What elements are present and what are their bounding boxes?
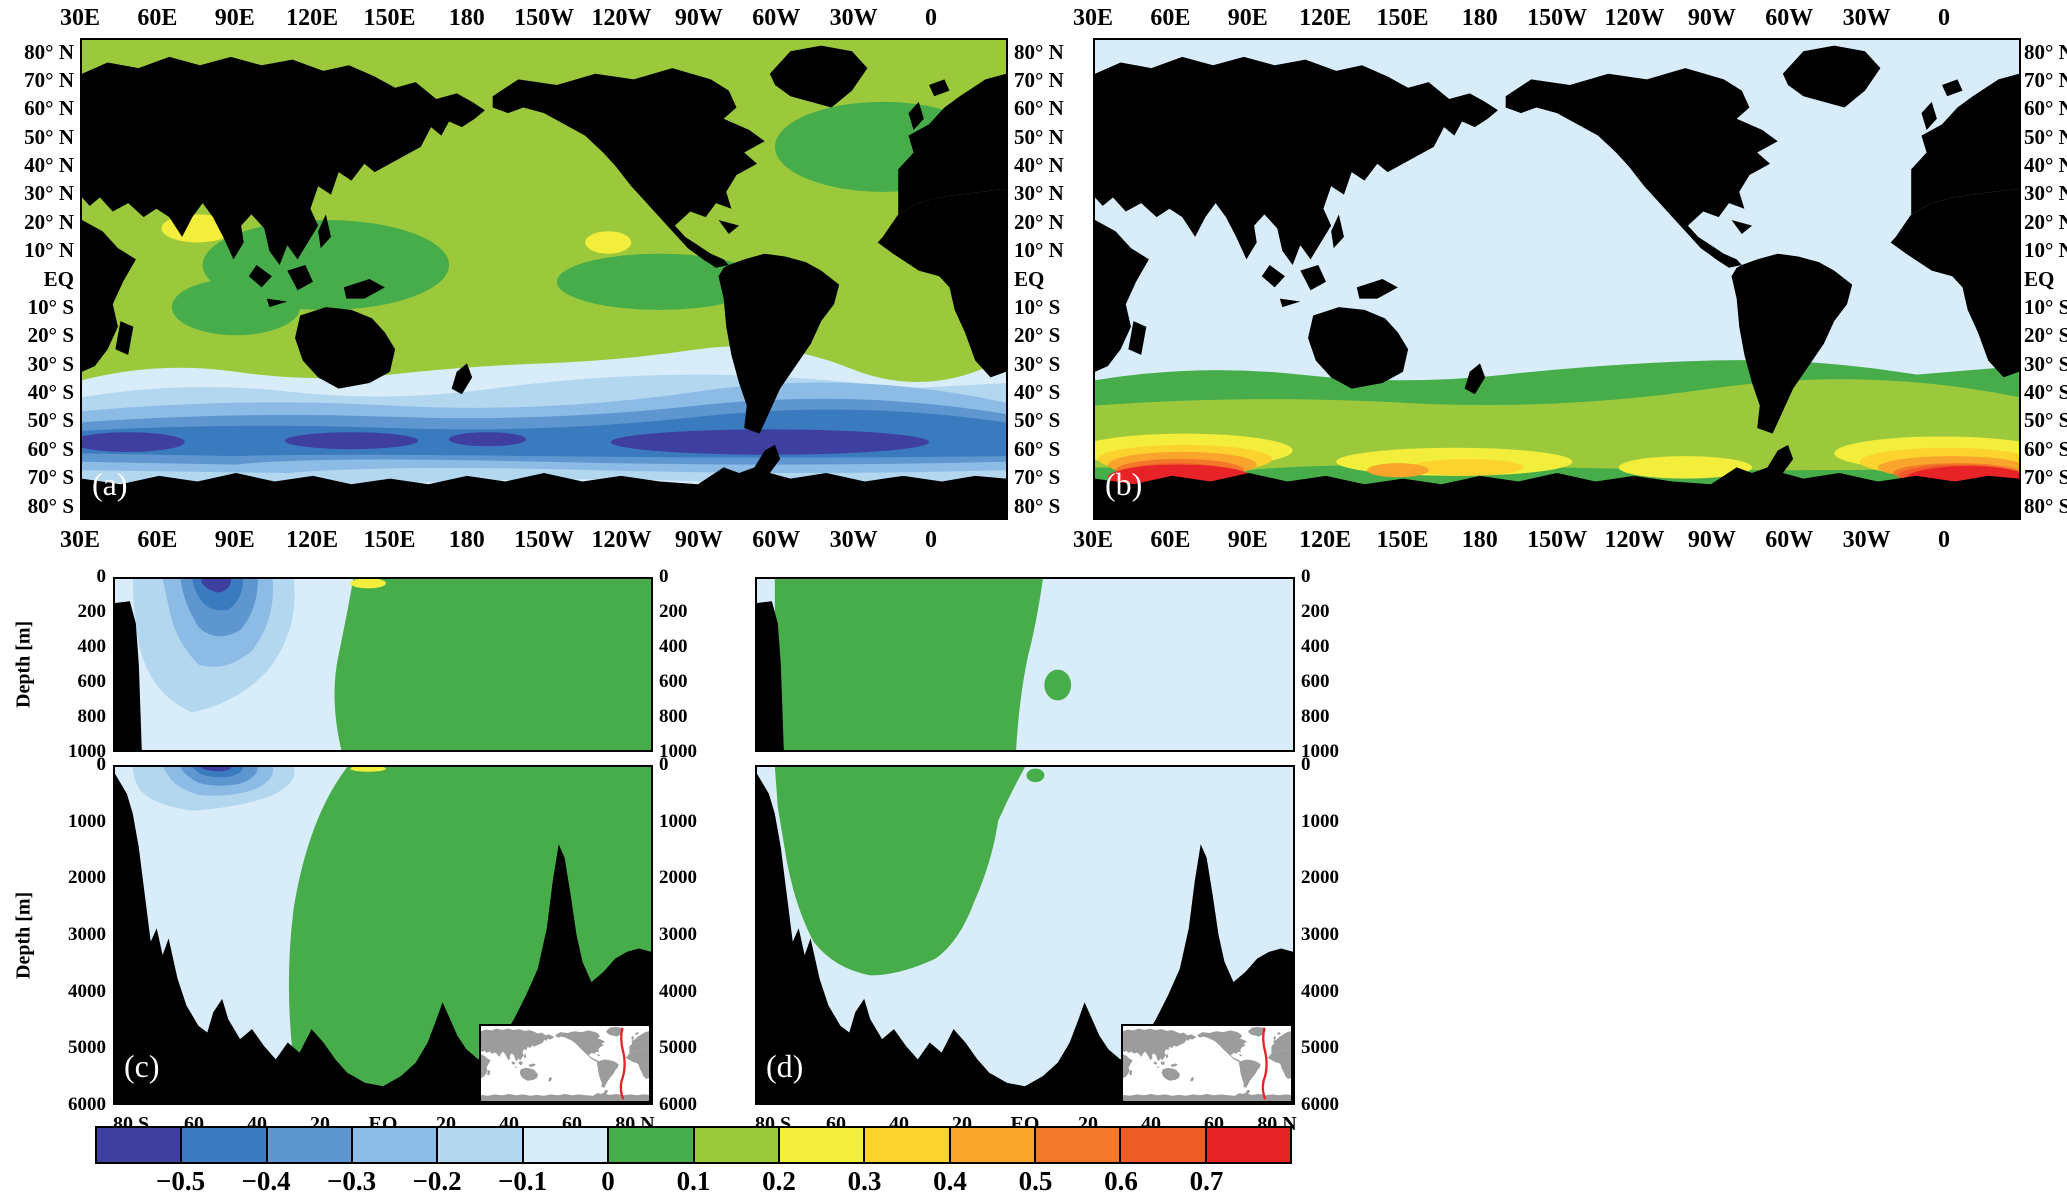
colorbar-cell bbox=[1206, 1128, 1291, 1162]
section-c-depth-axis-right-upper: 0 200 400 600 800 1000 bbox=[659, 566, 697, 762]
colorbar-cell bbox=[609, 1128, 695, 1162]
section-d-location-inset bbox=[1121, 1024, 1293, 1103]
panel-d-label: (d) bbox=[766, 1048, 804, 1084]
section-c-depth-axis-left-lower: 0 1000 2000 3000 4000 5000 6000 bbox=[68, 754, 106, 1115]
section-d-depth-axis-right-lower: 0 1000 2000 3000 4000 5000 6000 bbox=[1301, 754, 1339, 1115]
map-a bbox=[80, 38, 1008, 520]
colorbar-cell bbox=[353, 1128, 439, 1162]
section-c-lower bbox=[113, 765, 653, 1105]
colorbar-cell bbox=[182, 1128, 268, 1162]
map-b-field bbox=[1095, 360, 2019, 492]
colorbar-cell bbox=[97, 1128, 183, 1162]
colorbar-cell bbox=[950, 1128, 1036, 1162]
colorbar-cell bbox=[865, 1128, 951, 1162]
map-b bbox=[1093, 38, 2021, 520]
depth-axis-label-lower: Depth [m] bbox=[12, 891, 35, 979]
map-b-lat-axis-right: 80° N 70° N 60° N 50° N 40° N 30° N 20° N 10° N… bbox=[2024, 39, 2067, 518]
section-c-location-inset bbox=[479, 1024, 651, 1103]
colorbar-cell bbox=[438, 1128, 524, 1162]
colorbar-cell bbox=[779, 1128, 866, 1162]
section-c-depth-axis-left-upper: 0 200 400 600 800 1000 bbox=[68, 566, 106, 762]
map-a-lat-axis-left: 80° N 70° N 60° N 50° N 40° N 30° N 20° N 10° N… bbox=[24, 39, 74, 518]
depth-axis-label-upper: Depth [m] bbox=[12, 620, 35, 709]
colorbar bbox=[95, 1126, 1292, 1164]
section-c-depth-axis-right-lower: 0 1000 2000 3000 4000 5000 6000 bbox=[659, 754, 697, 1115]
map-lat-axis-middle: 80° N 70° N 60° N 50° N 40° N 30° N 20° N 10° N… bbox=[1014, 39, 1064, 518]
colorbar-cell bbox=[1121, 1128, 1207, 1162]
colorbar-labels: −0.5 −0.4 −0.3 −0.2 −0.1 0 0.1 0.2 0.3 0.4 0.5 0.6 0… bbox=[155, 1165, 1224, 1195]
section-d-depth-axis-right-upper: 0 200 400 600 800 1000 bbox=[1301, 566, 1339, 762]
section-track-line bbox=[1261, 1027, 1268, 1100]
colorbar-cell bbox=[694, 1128, 780, 1162]
map-b-lon-axis-top: 30E 60E 90E 120E 150E 180 150W 120W 90W 60W 30W 0 bbox=[1073, 4, 1950, 31]
colorbar-cell bbox=[523, 1128, 610, 1162]
section-track-line bbox=[619, 1027, 626, 1100]
panel-c-label: (c) bbox=[124, 1048, 160, 1084]
panel-a-label: (a) bbox=[92, 466, 128, 502]
panel-b-label: (b) bbox=[1105, 466, 1143, 502]
section-c-upper bbox=[113, 577, 653, 752]
colorbar-cell bbox=[1035, 1128, 1122, 1162]
map-a-lon-axis-bottom: 30E 60E 90E 120E 150E 180 150W 120W 90W 60W 30W 0 bbox=[60, 526, 937, 553]
section-d-upper bbox=[755, 577, 1295, 752]
map-a-lon-axis-top: 30E 60E 90E 120E 150E 180 150W 120W 90W 60W 30W 0 bbox=[60, 4, 937, 31]
map-b-lon-axis-bottom: 30E 60E 90E 120E 150E 180 150W 120W 90W 60W 30W 0 bbox=[1073, 526, 1950, 553]
colorbar-cell bbox=[267, 1128, 354, 1162]
